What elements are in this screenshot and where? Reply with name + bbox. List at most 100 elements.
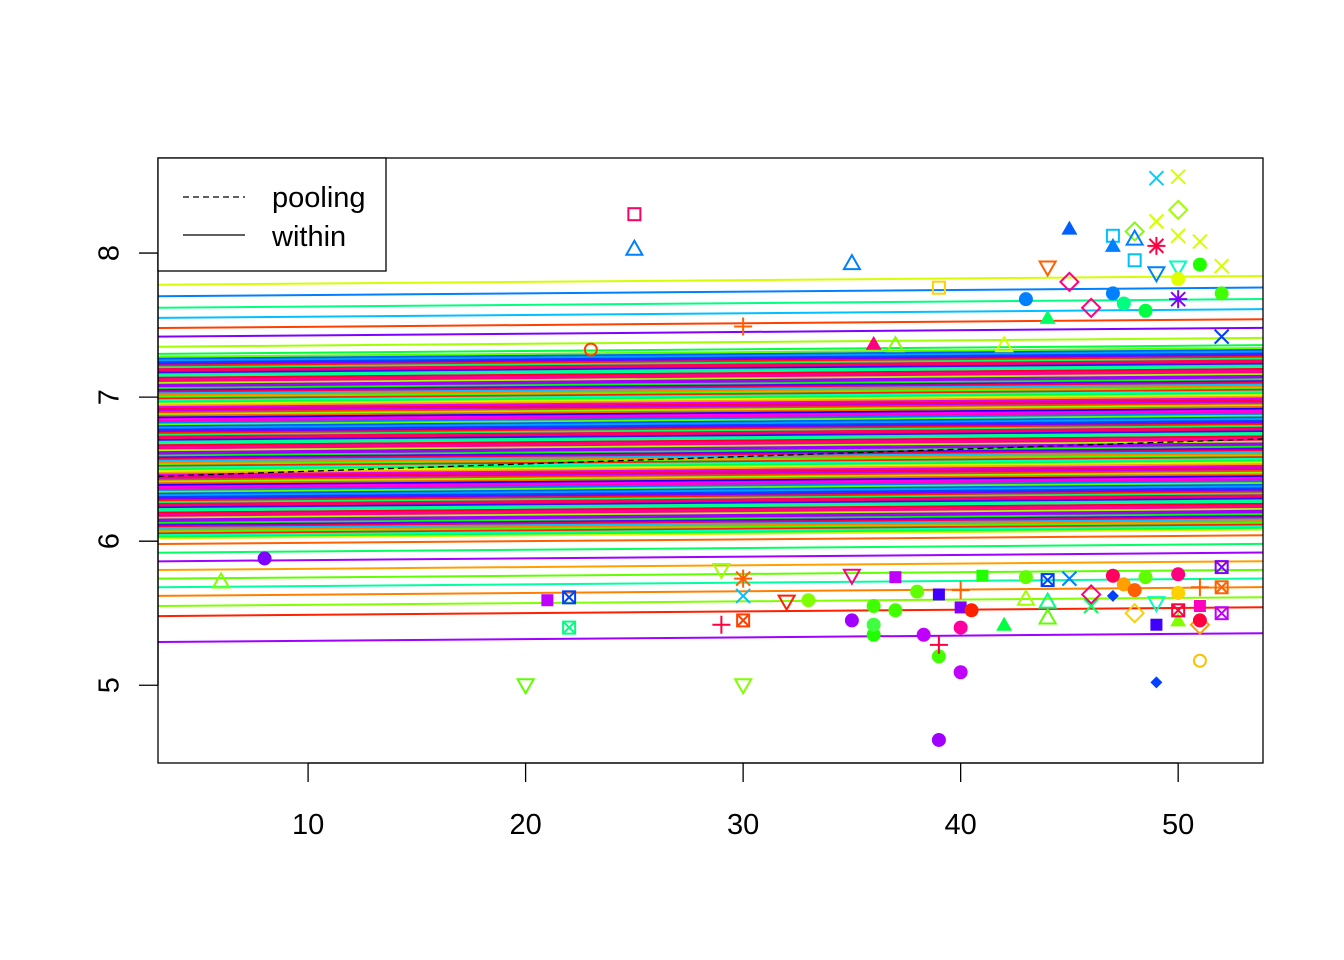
data-point-14-mark [1148,170,1165,186]
data-point-76-mark [1040,573,1055,588]
data-point-23 [1169,290,1188,309]
data-point-90 [1171,603,1186,618]
data-point-64 [932,588,945,601]
data-point-3-mark [931,280,946,295]
data-point-67 [954,601,967,614]
data-point-40-mark [515,678,536,696]
data-point-28-mark [1116,296,1131,311]
data-point-58-mark [889,571,902,584]
within-line-5 [158,326,1263,338]
data-point-78-mark [1083,598,1099,614]
within-line-band-38 [158,462,1263,474]
within-line-band-66 [158,414,1263,426]
within-line-band-77 [158,395,1263,407]
within-line-band-9 [158,512,1263,524]
within-line-band-97 [158,360,1263,372]
within-line-band-29 [158,478,1263,490]
data-point-1-mark [624,238,645,256]
data-point-85-mark [1138,570,1153,585]
within-line-1 [158,286,1263,298]
legend-within-label: within [271,221,346,253]
data-point-0-mark [627,207,642,222]
data-point-62-mark [931,649,946,664]
within-line-band-78 [158,393,1263,405]
within-line-band-46 [158,448,1263,460]
within-line-band-61 [158,423,1263,434]
data-point-33-mark [583,342,598,357]
within-line-3 [158,308,1263,319]
data-point-83 [1124,602,1146,624]
data-point-19-mark [1167,199,1189,221]
data-point-22 [1171,272,1186,286]
data-point-90-mark [1171,603,1186,618]
data-point-19 [1167,199,1189,221]
data-point-21 [1168,260,1188,278]
within-line-band-27 [158,481,1263,493]
data-point-79-mark [1080,584,1102,605]
data-point-16 [1147,236,1166,255]
data-point-87 [1150,618,1163,631]
within-line-band-22 [158,490,1263,502]
data-point-47 [736,613,751,628]
data-point-29 [1138,303,1153,318]
data-point-35-mark [885,335,906,353]
data-point-32 [734,317,753,336]
within-line-30 [158,542,1263,554]
within-line-band-70 [158,407,1263,419]
within-line-band-74 [158,400,1263,412]
within-line-band-8 [158,514,1263,526]
data-point-27-mark [1214,286,1229,301]
within-line-band-80 [158,390,1263,401]
data-point-21-mark [1168,260,1188,278]
x-tick-label-0: 10 [292,809,324,841]
data-point-81 [1105,568,1120,583]
data-point-84 [1127,583,1142,598]
within-line-band-6 [158,518,1263,529]
data-point-51-mark [801,593,816,608]
data-point-60-mark [910,584,925,599]
data-point-18-mark [1170,169,1186,185]
within-line-band-4 [158,521,1263,533]
within-line-band-75 [158,398,1263,410]
data-point-82-mark [1116,577,1131,592]
data-point-53 [842,568,862,586]
within-line-band-14 [158,504,1263,516]
within-line-band-86 [158,379,1263,391]
data-point-76 [1040,573,1055,588]
within-line-band-37 [158,464,1263,476]
data-point-64-mark [932,588,945,601]
data-point-30 [1080,297,1102,319]
data-point-17-mark [1146,266,1167,284]
data-point-22-mark [1171,272,1186,286]
data-point-39 [257,551,272,566]
data-point-12-mark [1124,228,1145,246]
within-line-band-79 [158,391,1263,403]
data-point-98-mark [1214,606,1229,621]
data-point-66-mark [953,620,968,635]
data-point-50 [776,594,797,612]
data-point-100 [1214,560,1229,575]
data-point-62 [931,649,946,664]
x-tick-label-2: 30 [727,809,759,841]
within-line-band-51 [158,440,1263,452]
data-point-6-mark [1018,292,1033,307]
data-point-30-mark [1080,297,1102,319]
within-line-band-58 [158,428,1263,440]
within-line-band-81 [158,388,1263,400]
within-line-band-20 [158,493,1263,505]
within-line-band-49 [158,443,1263,455]
data-point-2-mark [842,253,862,271]
data-point-90-cross [1171,603,1185,618]
data-point-38-mark [211,571,231,589]
y-tick-label-2: 7 [94,389,126,405]
within-line-band-76 [158,397,1263,408]
data-point-96 [1193,599,1206,612]
data-point-70-mark [976,569,989,582]
within-line-31 [158,551,1263,563]
data-point-40 [515,678,536,696]
data-point-75 [1037,591,1058,609]
within-line-band-62 [158,421,1263,433]
data-point-16-mark [1147,236,1166,255]
data-point-15 [1148,213,1165,230]
within-line-band-33 [158,471,1263,483]
